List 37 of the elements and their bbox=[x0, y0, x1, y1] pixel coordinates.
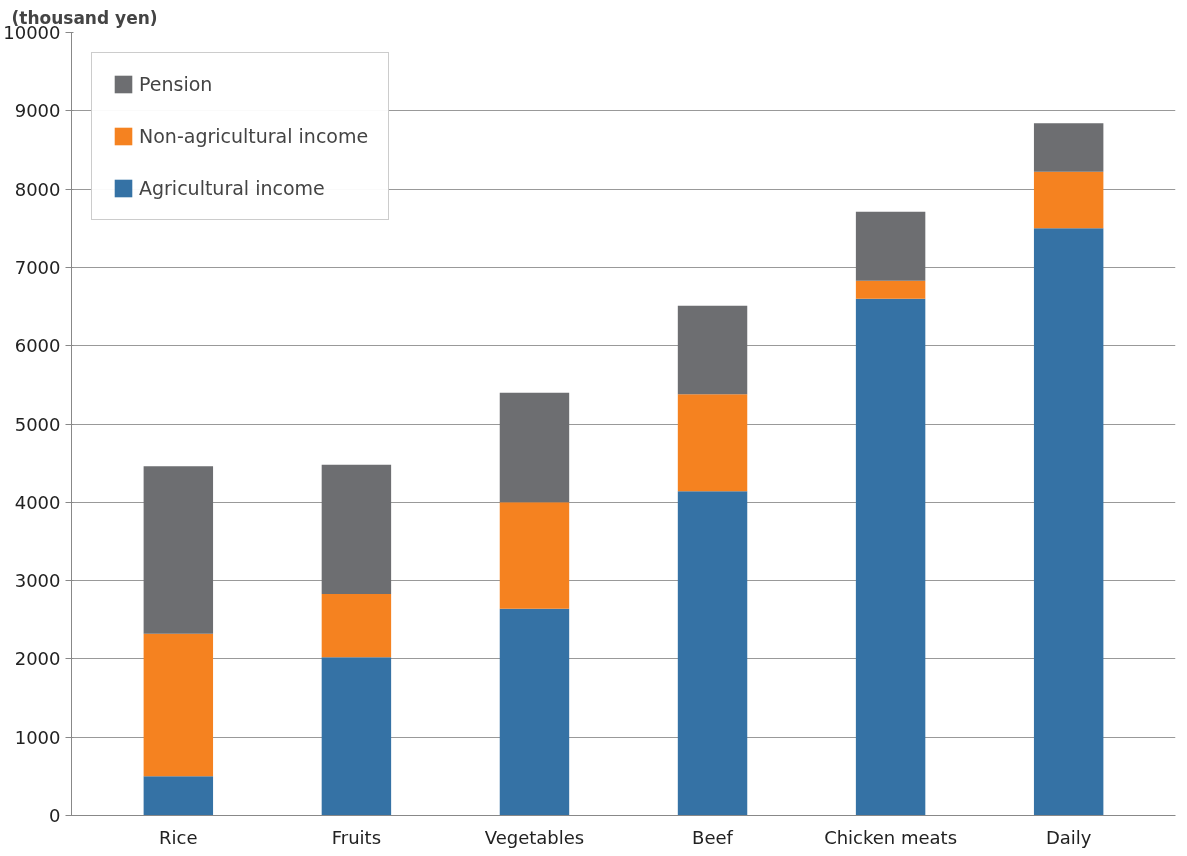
x-tick-label: Rice bbox=[159, 826, 198, 848]
y-tick-label: 9000 bbox=[14, 100, 61, 122]
y-tick-label: 6000 bbox=[14, 335, 61, 357]
x-tick-label: Chicken meats bbox=[824, 826, 958, 848]
legend-label: Non-agricultural income bbox=[139, 125, 369, 147]
bar bbox=[321, 657, 392, 816]
bar bbox=[677, 394, 748, 492]
bar bbox=[499, 502, 570, 609]
bar bbox=[855, 280, 926, 299]
bar bbox=[499, 392, 570, 503]
y-tick-label: 0 bbox=[49, 805, 61, 826]
x-tick-label: Daily bbox=[1045, 826, 1092, 848]
bar bbox=[1033, 171, 1104, 229]
bar bbox=[1033, 228, 1104, 816]
y-tick-label: 7000 bbox=[14, 256, 61, 278]
bar bbox=[677, 305, 748, 395]
bar bbox=[855, 211, 926, 281]
bar bbox=[677, 491, 748, 816]
x-tick-label: Fruits bbox=[331, 826, 382, 848]
bar bbox=[1033, 123, 1104, 172]
bar bbox=[143, 466, 214, 634]
y-tick-label: 2000 bbox=[14, 648, 61, 670]
bar bbox=[855, 298, 926, 816]
bar bbox=[321, 464, 392, 594]
bar bbox=[321, 593, 392, 658]
y-tick-label: 4000 bbox=[14, 491, 61, 513]
y-tick-label: 1000 bbox=[14, 726, 61, 748]
bar bbox=[143, 633, 214, 777]
y-tick-label: 3000 bbox=[14, 570, 61, 592]
legend-label: Pension bbox=[139, 73, 213, 95]
legend-label: Agricultural income bbox=[139, 177, 325, 199]
bar bbox=[143, 776, 214, 816]
y-tick-label: 8000 bbox=[14, 178, 61, 200]
bar bbox=[499, 608, 570, 816]
y-tick-label: 5000 bbox=[14, 413, 61, 435]
x-tick-label: Beef bbox=[692, 826, 734, 848]
x-tick-label: Vegetables bbox=[484, 826, 585, 848]
